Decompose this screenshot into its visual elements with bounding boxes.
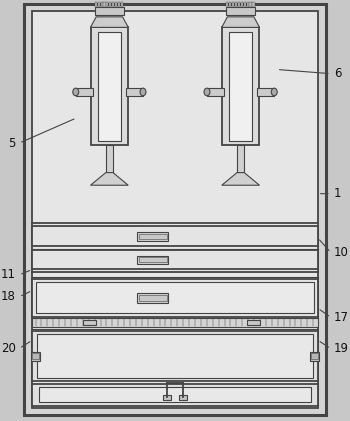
Bar: [207, 88, 224, 96]
Bar: [237, 145, 244, 173]
Polygon shape: [222, 173, 259, 185]
Bar: [91, 27, 128, 145]
Circle shape: [140, 88, 146, 96]
Bar: [252, 2, 254, 7]
Bar: [121, 2, 123, 7]
Text: 19: 19: [334, 342, 349, 355]
Bar: [109, 2, 111, 7]
Polygon shape: [222, 17, 259, 27]
Bar: [112, 2, 114, 7]
Bar: [32, 250, 318, 269]
Text: 18: 18: [1, 290, 16, 303]
Text: 10: 10: [334, 246, 349, 259]
Bar: [244, 2, 246, 7]
Bar: [137, 232, 168, 241]
Bar: [32, 226, 318, 246]
Bar: [32, 331, 318, 381]
Bar: [32, 318, 318, 327]
Bar: [257, 88, 274, 96]
Circle shape: [204, 88, 210, 96]
Bar: [32, 384, 318, 406]
Bar: [137, 256, 168, 264]
Polygon shape: [91, 173, 128, 185]
Text: 20: 20: [1, 342, 16, 355]
Bar: [36, 282, 314, 313]
Bar: [179, 395, 187, 400]
Bar: [76, 88, 93, 96]
Text: 1: 1: [334, 187, 342, 200]
Bar: [139, 295, 167, 301]
Polygon shape: [91, 17, 128, 27]
Bar: [30, 352, 41, 361]
Circle shape: [73, 88, 79, 96]
Bar: [126, 88, 143, 96]
Bar: [309, 352, 320, 361]
Bar: [100, 2, 103, 7]
Text: 5: 5: [8, 137, 16, 149]
Bar: [115, 2, 117, 7]
Bar: [32, 11, 318, 408]
Bar: [139, 257, 167, 262]
Bar: [32, 279, 318, 317]
Bar: [232, 2, 234, 7]
Bar: [94, 7, 124, 15]
Bar: [137, 293, 168, 303]
Bar: [98, 2, 100, 7]
Bar: [235, 2, 237, 7]
Bar: [139, 234, 167, 239]
Text: 11: 11: [1, 269, 16, 281]
Bar: [39, 387, 311, 402]
Bar: [226, 7, 256, 15]
Text: 17: 17: [334, 311, 349, 324]
Bar: [241, 2, 243, 7]
Bar: [238, 2, 240, 7]
Text: 6: 6: [334, 67, 342, 80]
Bar: [106, 2, 108, 7]
Bar: [311, 353, 318, 359]
Circle shape: [271, 88, 277, 96]
Bar: [229, 32, 252, 141]
Bar: [247, 320, 260, 325]
Bar: [229, 2, 231, 7]
Bar: [250, 2, 252, 7]
Bar: [118, 2, 120, 7]
Bar: [83, 320, 96, 325]
Bar: [98, 32, 121, 141]
Bar: [37, 334, 313, 378]
Bar: [32, 353, 39, 359]
Bar: [106, 145, 113, 173]
Bar: [226, 2, 228, 7]
Bar: [104, 2, 106, 7]
Bar: [163, 395, 171, 400]
Bar: [222, 27, 259, 145]
Bar: [94, 2, 97, 7]
Bar: [246, 2, 248, 7]
